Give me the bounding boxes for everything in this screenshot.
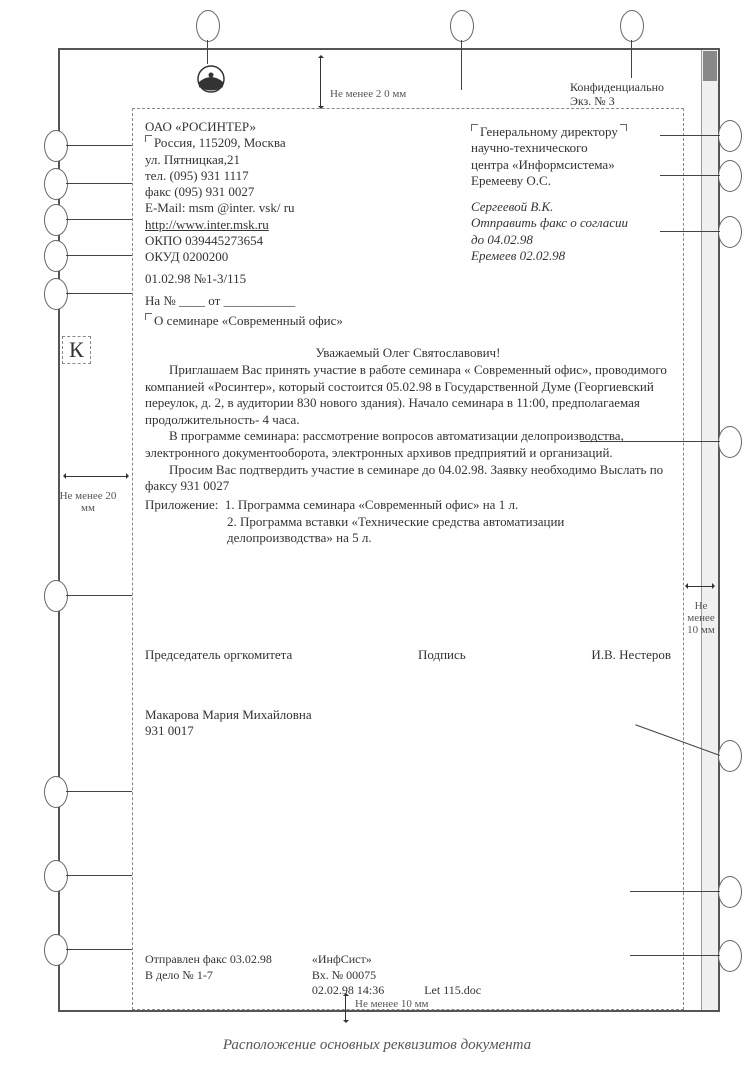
logo-emblem [196,64,226,94]
conf-line1: Конфиденциально [570,80,664,94]
reply-reference: На № ____ от ___________ [145,293,671,309]
callout-marker [718,216,742,248]
callout-marker [450,10,474,42]
leader-line [630,891,720,892]
arrow-left-margin [64,476,128,477]
signature-row: Председатель оргкомитета Подпись И.В. Не… [145,647,671,663]
figure-caption: Расположение основных реквизитов докумен… [0,1037,754,1054]
body-text: Уважаемый Олег Святославович! Приглашаем… [145,345,671,547]
leader-line [207,40,208,64]
paragraph-3: Просим Вас подтвердить участие в семинар… [145,462,671,495]
paragraph-2: В программе семинара: рассмотрение вопро… [145,428,671,461]
recipient-line3: центра «Информсистема» [471,157,671,173]
incoming-org: «ИнфСист» [312,952,384,968]
leader-line [660,231,720,232]
paragraph-1: Приглашаем Вас принять участие в работе … [145,362,671,429]
callout-marker [718,426,742,458]
conf-line2: Экз. № 3 [570,94,664,108]
executor-block: Макарова Мария Михайловна 931 0017 [145,707,671,739]
subject-text: О семинаре «Современный офис» [154,313,343,328]
copy-mark: К [62,336,91,364]
confidentiality-stamp: Конфиденциально Экз. № 3 [570,80,664,109]
recipient-block: Генеральному директору научно-техническо… [471,124,671,264]
leader-line [66,145,132,146]
recipient-line4: Еремееву О.С. [471,173,671,189]
bottom-stamps: Отправлен факс 03.02.98 В дело № 1-7 «Ин… [145,952,671,999]
dispatch-line1: Отправлен факс 03.02.98 [145,952,272,968]
leader-line [660,135,720,136]
leader-line [631,40,632,78]
attachment-2: 2. Программа вставки «Технические средст… [145,514,671,547]
label-top-margin: Не менее 2 0 мм [330,88,406,100]
label-left-margin: Не менее 20 мм [58,490,118,514]
leader-line [66,875,132,876]
document-area: ОАО «РОСИНТЕР» Россия, 115209, Москва ул… [132,108,684,1010]
callout-marker [718,160,742,192]
dispatch-stamp: Отправлен факс 03.02.98 В дело № 1-7 [145,952,272,999]
salutation: Уважаемый Олег Святославович! [145,345,671,362]
sig-position: Председатель оргкомитета [145,647,292,663]
callout-marker [718,940,742,972]
arrow-right-margin [686,586,714,587]
sig-name: И.В. Нестеров [591,647,671,663]
dispatch-line2: В дело № 1-7 [145,968,272,984]
reg-date-number: 01.02.98 №1-3/115 [145,271,671,287]
callout-marker [44,168,68,200]
resolution-deadline: до 04.02.98 [471,232,671,248]
leader-line [66,595,132,596]
attachment-label: Приложение: [145,497,218,512]
sig-sign: Подпись [418,647,466,663]
leader-line [66,255,132,256]
callout-marker [718,740,742,772]
resolution-to: Сергеевой В.К. [471,199,671,215]
callout-marker [44,934,68,966]
subject-heading: О семинаре «Современный офис» [145,313,671,329]
sender-url[interactable]: http://www.inter.msk.ru [145,217,269,232]
leader-line [66,293,132,294]
incoming-stamp: «ИнфСист» Вх. № 00075 02.02.98 14:36 [312,952,384,999]
recipient-line1: Генеральному директору [480,124,618,139]
leader-line [630,955,720,956]
leader-line [660,175,720,176]
label-right-margin: Не менее 10 мм [684,600,718,636]
scroll-thumb[interactable] [703,51,717,81]
callout-marker [44,130,68,162]
callout-marker [44,204,68,236]
executor-name: Макарова Мария Михайловна [145,707,671,723]
resolution-sign: Еремеев 02.02.98 [471,248,671,264]
callout-marker [44,240,68,272]
leader-line [66,949,132,950]
callout-marker [620,10,644,42]
leader-line [66,183,132,184]
incoming-num: Вх. № 00075 [312,968,384,984]
callout-marker [44,278,68,310]
sender-addr1: Россия, 115209, Москва [154,135,286,150]
leader-line [580,441,720,442]
callout-marker [718,876,742,908]
attachment-1: 1. Программа семинара «Современный офис»… [225,497,518,512]
incoming-date: 02.02.98 14:36 [312,983,384,999]
resolution-text: Отправить факс о согласии [471,215,671,231]
leader-line [66,219,132,220]
leader-line [461,40,462,90]
executor-phone: 931 0017 [145,723,671,739]
callout-marker [196,10,220,42]
leader-line [66,791,132,792]
file-identifier: Let 115.doc [424,983,481,999]
callout-marker [44,580,68,612]
scrollbar[interactable] [701,50,718,1010]
arrow-top-margin [320,56,321,108]
callout-marker [718,120,742,152]
callout-marker [44,776,68,808]
recipient-line2: научно-технического [471,140,671,156]
callout-marker [44,860,68,892]
